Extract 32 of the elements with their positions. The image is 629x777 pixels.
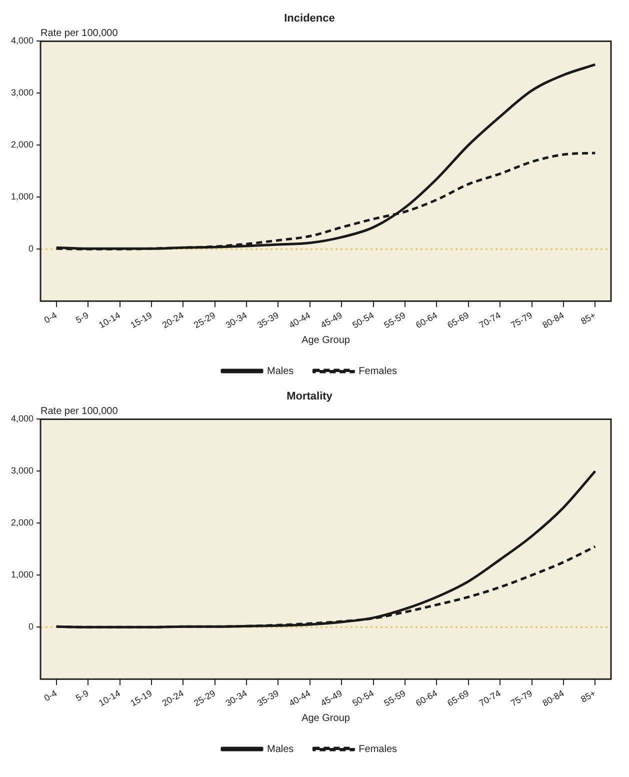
y-tick-label: 2,000 [10, 140, 34, 150]
y-tick-label: 4,000 [10, 36, 34, 46]
y-tick-label: 1,000 [10, 570, 34, 580]
x-tick-label: 0-4 [42, 688, 59, 704]
y-axis-title: Rate per 100,000 [40, 406, 118, 417]
x-tick-label: 40-44 [287, 310, 312, 330]
x-tick-label: 40-44 [287, 688, 312, 708]
x-tick-label: 85+ [579, 688, 598, 704]
y-tick-label: 1,000 [10, 192, 34, 202]
x-tick-label: 85+ [579, 310, 598, 326]
legend-label: Females [358, 744, 398, 755]
x-tick-label: 65-69 [446, 688, 471, 708]
x-tick-label: 5-9 [74, 310, 90, 326]
y-tick-label: 3,000 [10, 466, 34, 476]
y-tick-label: 2,000 [10, 518, 34, 528]
x-axis-title: Age Group [302, 334, 350, 346]
y-tick-label: 3,000 [10, 88, 34, 98]
x-tick-label: 0-4 [42, 310, 59, 326]
x-axis-title: Age Group [302, 712, 350, 724]
y-tick-label: 4,000 [10, 414, 34, 424]
y-tick-label: 0 [28, 244, 34, 254]
x-tick-label: 45-49 [318, 688, 344, 708]
y-tick-label: 0 [28, 622, 34, 632]
x-tick-label: 5-9 [74, 688, 90, 704]
chart-title: Mortality [286, 390, 334, 403]
legend-label: Females [358, 366, 398, 377]
y-axis-title: Rate per 100,000 [40, 28, 118, 39]
legend-label: Males [266, 744, 294, 755]
x-tick-label: 65-69 [446, 310, 471, 330]
x-tick-label: 45-49 [318, 310, 344, 330]
legend-label: Males [266, 366, 294, 377]
chart-title: Incidence [284, 12, 335, 25]
